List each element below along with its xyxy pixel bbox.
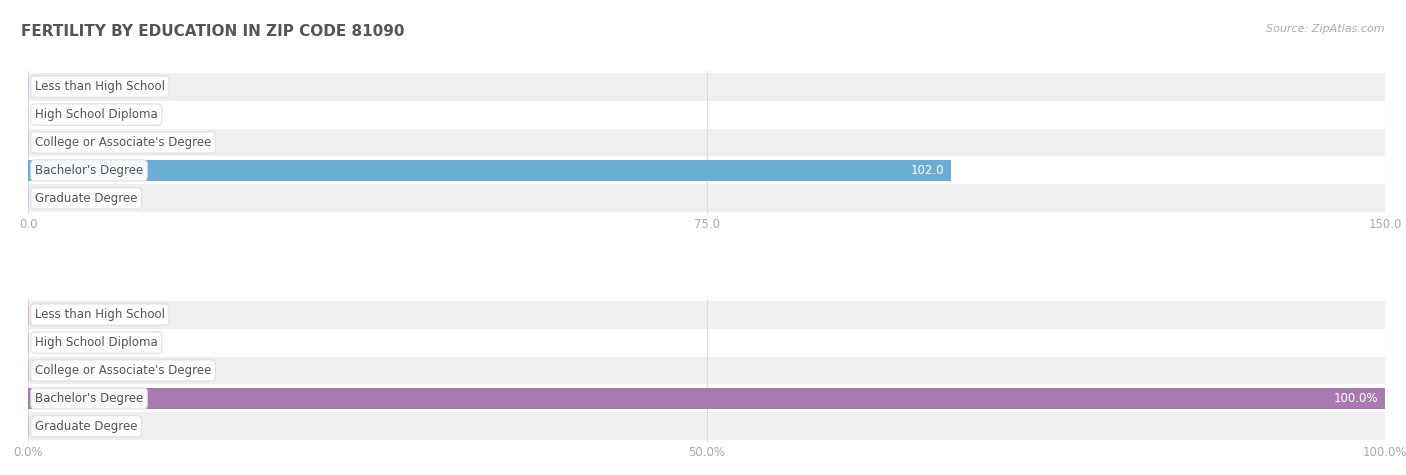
FancyBboxPatch shape: [28, 384, 1385, 412]
Text: 0.0: 0.0: [39, 192, 58, 205]
Bar: [28, 389, 1385, 408]
Text: FERTILITY BY EDUCATION IN ZIP CODE 81090: FERTILITY BY EDUCATION IN ZIP CODE 81090: [21, 24, 405, 39]
FancyBboxPatch shape: [28, 412, 1385, 440]
Text: Graduate Degree: Graduate Degree: [35, 192, 138, 205]
Text: High School Diploma: High School Diploma: [35, 108, 157, 121]
Text: 0.0%: 0.0%: [39, 420, 69, 433]
Text: College or Associate's Degree: College or Associate's Degree: [35, 136, 211, 149]
FancyBboxPatch shape: [28, 156, 1385, 184]
Text: Less than High School: Less than High School: [35, 80, 165, 93]
Text: 0.0: 0.0: [39, 80, 58, 93]
FancyBboxPatch shape: [28, 184, 1385, 212]
Text: 102.0: 102.0: [911, 164, 943, 177]
Text: High School Diploma: High School Diploma: [35, 336, 157, 349]
Text: Source: ZipAtlas.com: Source: ZipAtlas.com: [1267, 24, 1385, 34]
Text: Bachelor's Degree: Bachelor's Degree: [35, 164, 143, 177]
Text: 0.0%: 0.0%: [39, 336, 69, 349]
FancyBboxPatch shape: [28, 129, 1385, 156]
Bar: [28, 161, 950, 180]
Text: 0.0: 0.0: [39, 136, 58, 149]
Text: 100.0%: 100.0%: [1334, 392, 1378, 405]
Text: Bachelor's Degree: Bachelor's Degree: [35, 392, 143, 405]
Text: Graduate Degree: Graduate Degree: [35, 420, 138, 433]
FancyBboxPatch shape: [28, 357, 1385, 384]
FancyBboxPatch shape: [28, 101, 1385, 129]
Text: 0.0%: 0.0%: [39, 364, 69, 377]
Text: Less than High School: Less than High School: [35, 308, 165, 321]
Text: 0.0%: 0.0%: [39, 308, 69, 321]
Text: College or Associate's Degree: College or Associate's Degree: [35, 364, 211, 377]
Text: 0.0: 0.0: [39, 108, 58, 121]
FancyBboxPatch shape: [28, 329, 1385, 357]
FancyBboxPatch shape: [28, 301, 1385, 329]
FancyBboxPatch shape: [28, 73, 1385, 101]
